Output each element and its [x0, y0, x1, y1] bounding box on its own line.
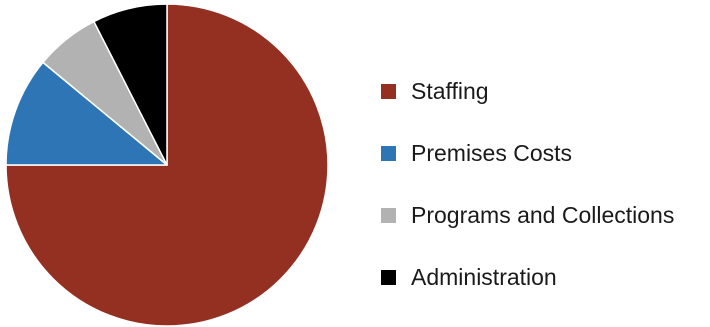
legend-label-administration: Administration	[411, 263, 557, 290]
legend-item-staffing: Staffing	[381, 60, 706, 122]
pie-slice-administration	[93, 3, 168, 166]
legend-swatch-administration	[381, 269, 396, 285]
legend-swatch-premises-costs	[381, 145, 396, 161]
legend-item-administration: Administration	[381, 246, 706, 308]
legend-item-premises-costs: Premises Costs	[381, 122, 706, 184]
legend: Staffing Premises Costs Programs and Col…	[381, 60, 706, 308]
legend-label-programs-and-collections: Programs and Collections	[411, 201, 675, 228]
legend-item-programs-and-collections: Programs and Collections	[381, 184, 706, 246]
legend-label-premises-costs: Premises Costs	[411, 139, 573, 166]
pie-slices	[5, 3, 329, 327]
pie-chart	[5, 3, 329, 327]
pie-slice-premises-costs	[5, 61, 168, 166]
legend-label-staffing: Staffing	[411, 77, 489, 104]
legend-swatch-programs-and-collections	[381, 207, 396, 223]
legend-swatch-staffing	[381, 83, 396, 99]
